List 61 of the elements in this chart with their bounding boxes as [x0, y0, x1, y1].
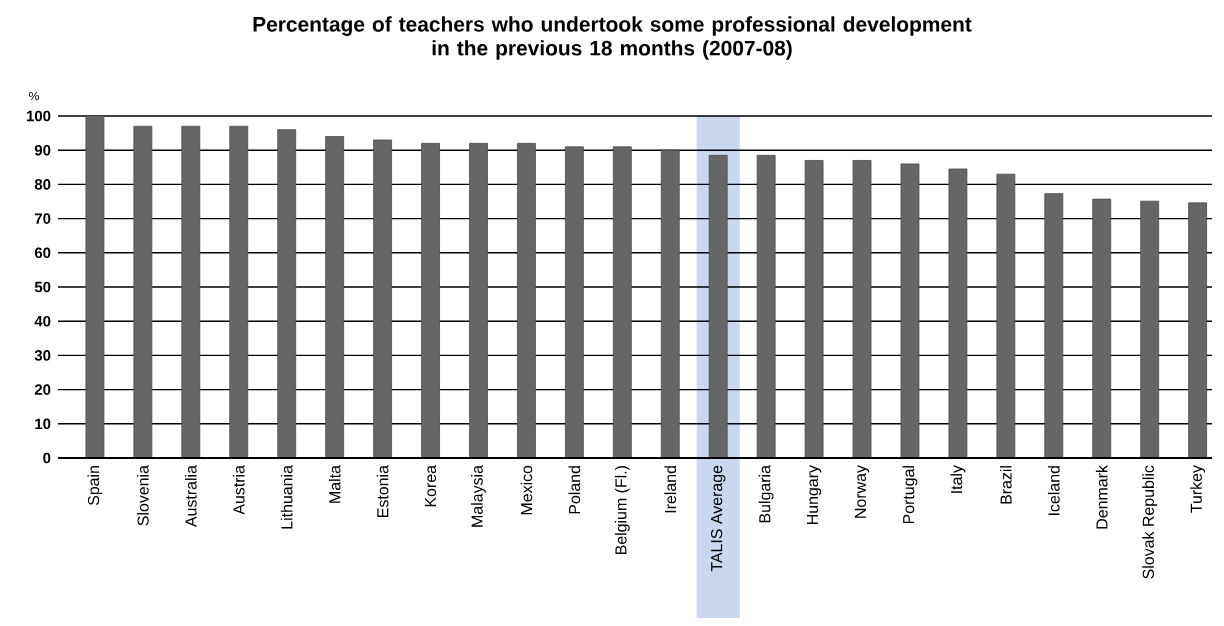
bar: [756, 154, 776, 459]
bar: [1092, 198, 1112, 459]
bar: [1140, 200, 1160, 459]
bar: [1188, 202, 1208, 459]
y-tick-label: 70: [35, 213, 51, 224]
bar: [229, 125, 249, 459]
x-tick-label: Belgium (Fl.): [614, 466, 630, 555]
x-tick-label: Austria: [232, 465, 245, 515]
bar: [469, 142, 488, 459]
y-tick-label: 80: [34, 179, 51, 190]
x-tick-label: Spain: [87, 466, 103, 506]
bar: [612, 146, 632, 459]
bar: [852, 160, 872, 459]
bar: [804, 160, 824, 459]
bar: [996, 173, 1016, 459]
y-tick-label: 0: [43, 452, 51, 464]
bar: [660, 149, 680, 459]
y-tick-label: 10: [35, 418, 51, 430]
y-tick-label: 40: [34, 315, 51, 327]
x-tick-label: Poland: [568, 466, 581, 514]
bar: [421, 142, 440, 459]
y-tick-label: 100: [26, 110, 51, 122]
bar: [277, 129, 297, 459]
y-tick-label: 50: [34, 281, 51, 293]
bar: [900, 163, 920, 459]
x-tick-label: Lithuania: [280, 465, 293, 529]
x-tick-label: Portugal: [902, 466, 918, 524]
y-tick-label: 90: [34, 144, 51, 156]
x-tick-label: Italy: [950, 465, 966, 493]
x-tick-label: Estonia: [376, 465, 389, 517]
bar: [708, 154, 728, 459]
bar: [325, 136, 345, 459]
bar: [517, 142, 536, 459]
chart-title: Percentage of teachers who undertook some professional development in the previous 18 months (2007-08): [253, 16, 972, 60]
bar: [85, 115, 105, 459]
x-tick-label: Ireland: [664, 466, 677, 513]
x-tick-label: TALIS Average: [710, 465, 726, 572]
x-tick-label: Malta: [328, 465, 341, 503]
y-axis-title: %: [29, 91, 39, 101]
x-tick-label: Brazil: [1000, 466, 1012, 504]
x-tick-label: Norway: [854, 465, 870, 518]
x-tick-label: Slovak Republic: [1142, 465, 1158, 579]
y-tick-label: 30: [34, 350, 51, 361]
bar: [181, 125, 201, 459]
x-tick-label: Hungary: [806, 465, 822, 524]
y-tick-label: 60: [34, 247, 51, 259]
bar: [1044, 193, 1064, 459]
bar: [564, 146, 584, 459]
x-tick-label: Bulgaria: [758, 465, 774, 523]
x-tick-label: Australia: [184, 465, 197, 528]
bar: [948, 168, 968, 459]
x-tick-label: Malaysia: [471, 465, 486, 527]
x-tick-label: Korea: [424, 465, 437, 507]
x-tick-label: Denmark: [1095, 465, 1108, 529]
x-tick-label: Mexico: [520, 465, 533, 515]
bar: [133, 125, 153, 459]
bar: [373, 139, 392, 459]
x-tick-label: Iceland: [1047, 466, 1060, 515]
x-tick-label: Turkey: [1190, 465, 1206, 513]
x-tick-label: Slovenia: [137, 465, 149, 526]
y-tick-label: 20: [34, 384, 51, 395]
